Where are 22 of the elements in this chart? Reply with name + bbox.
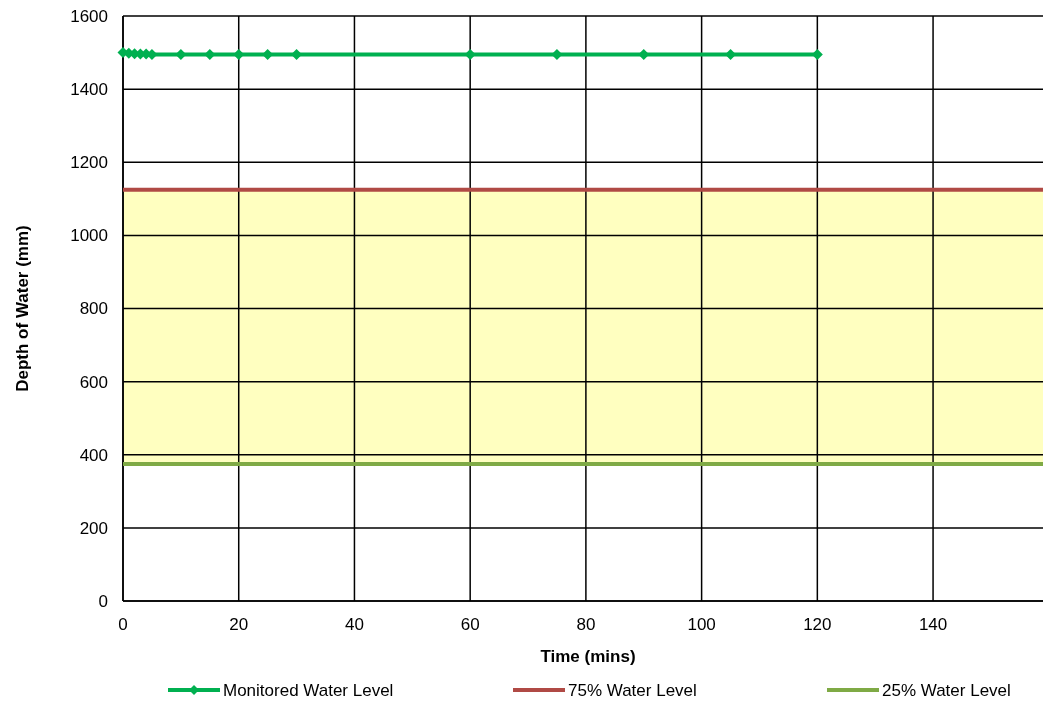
y-tick-label: 400 — [79, 445, 108, 465]
x-tick-label: 0 — [118, 615, 128, 634]
y-tick-label: 200 — [79, 518, 108, 538]
y-tick-label: 800 — [79, 299, 108, 319]
x-tick-label: 120 — [803, 615, 832, 634]
y-tick-label: 1400 — [70, 80, 108, 100]
legend-label: 75% Water Level — [568, 680, 697, 700]
y-axis-title: Depth of Water (mm) — [13, 225, 32, 392]
y-tick-label: 1600 — [70, 6, 108, 26]
y-tick-label: 1000 — [70, 226, 108, 246]
y-tick-label: 0 — [98, 591, 108, 611]
x-tick-label: 100 — [687, 615, 716, 634]
x-tick-label: 140 — [918, 615, 948, 634]
x-axis-title: Time (mins) — [540, 647, 636, 666]
y-tick-label: 600 — [79, 372, 108, 392]
x-tick-label: 60 — [460, 615, 480, 634]
x-tick-label: 80 — [576, 615, 596, 634]
x-tick-label: 40 — [344, 615, 364, 634]
y-tick-label: 1200 — [70, 153, 108, 173]
legend-label: 25% Water Level — [882, 680, 1011, 700]
x-tick-label: 20 — [229, 615, 249, 634]
legend-label: Monitored Water Level — [223, 680, 394, 700]
